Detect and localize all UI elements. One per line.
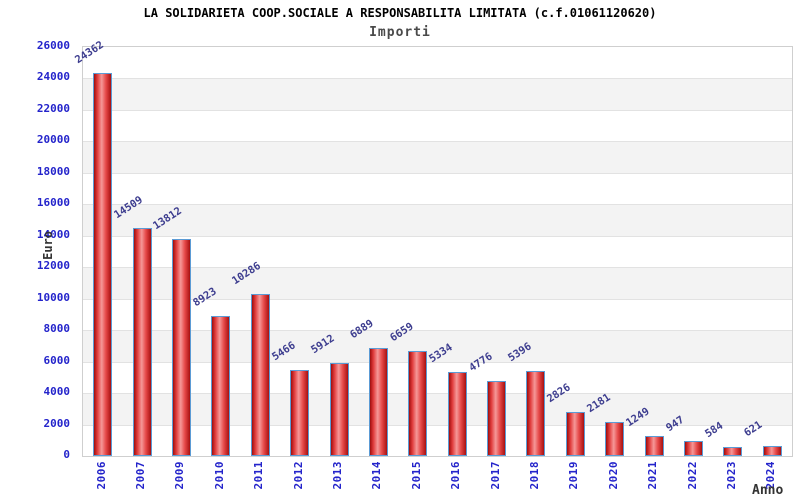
grid-band (83, 204, 792, 236)
grid-band (83, 267, 792, 299)
bar (723, 447, 743, 456)
y-tick-label: 10000 (36, 290, 70, 304)
bar (250, 294, 270, 456)
gridline (83, 267, 792, 268)
grid-band (83, 47, 792, 79)
gridline (83, 393, 792, 394)
x-tick-label: 2021 (646, 461, 660, 490)
y-tick-label: 0 (63, 448, 70, 461)
bar (605, 422, 625, 456)
gridline (83, 110, 792, 111)
bar (211, 316, 231, 456)
chart-subtitle: Importi (369, 25, 431, 40)
y-tick-label: 26000 (36, 39, 70, 52)
gridline (83, 362, 792, 363)
bar (368, 348, 388, 456)
x-tick-label: 2022 (685, 461, 699, 490)
gridline (83, 141, 792, 142)
grid-band (83, 172, 792, 205)
x-tick-label: 2012 (291, 461, 305, 490)
gridline (83, 299, 792, 300)
gridline (83, 236, 792, 237)
grid-band (83, 393, 792, 425)
bar (487, 381, 507, 456)
bar (644, 436, 664, 456)
x-tick-label: 2020 (606, 461, 620, 490)
y-tick-label: 4000 (43, 385, 71, 399)
bar (762, 446, 782, 456)
gridline (83, 173, 792, 174)
x-tick-label: 2013 (331, 461, 345, 490)
chart-title: LA SOLIDARIETA COOP.SOCIALE A RESPONSABI… (143, 6, 657, 20)
bar (684, 441, 704, 456)
y-tick-label: 12000 (36, 259, 70, 273)
y-tick-label: 24000 (36, 70, 70, 84)
grid-band (83, 330, 792, 362)
y-axis-label-text: Euro (41, 231, 55, 260)
x-tick-label: 2018 (527, 461, 541, 490)
bar (447, 372, 467, 456)
grid-band (83, 298, 792, 331)
bar (408, 351, 428, 456)
x-tick-label: 2006 (94, 461, 108, 490)
grid-band (83, 235, 792, 268)
x-tick-label: 2017 (488, 461, 502, 490)
bar (93, 73, 113, 456)
bar (171, 239, 191, 456)
grid-band (83, 78, 792, 110)
grid-band (83, 424, 792, 456)
bar (329, 363, 349, 456)
bar (526, 371, 546, 456)
y-tick-label: 18000 (36, 164, 70, 178)
gridline (83, 425, 792, 426)
grid-band (83, 109, 792, 142)
bar (132, 228, 152, 456)
gridline (83, 330, 792, 331)
y-tick-label: 2000 (43, 416, 71, 430)
x-tick-label: 2016 (449, 461, 463, 490)
bar (290, 370, 310, 456)
x-tick-label: 2023 (724, 461, 738, 490)
grid-band (83, 361, 792, 394)
x-tick-label: 2014 (370, 461, 384, 490)
y-axis-label: Euro (41, 231, 55, 260)
y-tick-label: 22000 (36, 101, 70, 115)
y-tick-label: 8000 (43, 322, 71, 336)
y-tick-label: 6000 (43, 353, 71, 367)
y-tick-label: 16000 (36, 196, 70, 210)
gridline (83, 78, 792, 79)
y-tick-label: 14000 (36, 227, 70, 241)
grid-band (83, 141, 792, 173)
bar (565, 412, 585, 456)
y-tick-label: 20000 (36, 133, 70, 147)
x-tick-label: 2010 (212, 461, 226, 490)
gridline (83, 204, 792, 205)
x-tick-label: 2015 (409, 461, 423, 490)
x-tick-label: 2009 (173, 461, 187, 490)
x-tick-label: 2011 (252, 461, 266, 490)
x-tick-label: 2007 (134, 461, 148, 490)
plot-area (82, 46, 793, 457)
x-axis-label: Anno (752, 483, 784, 498)
x-tick-label: 2019 (567, 461, 581, 490)
